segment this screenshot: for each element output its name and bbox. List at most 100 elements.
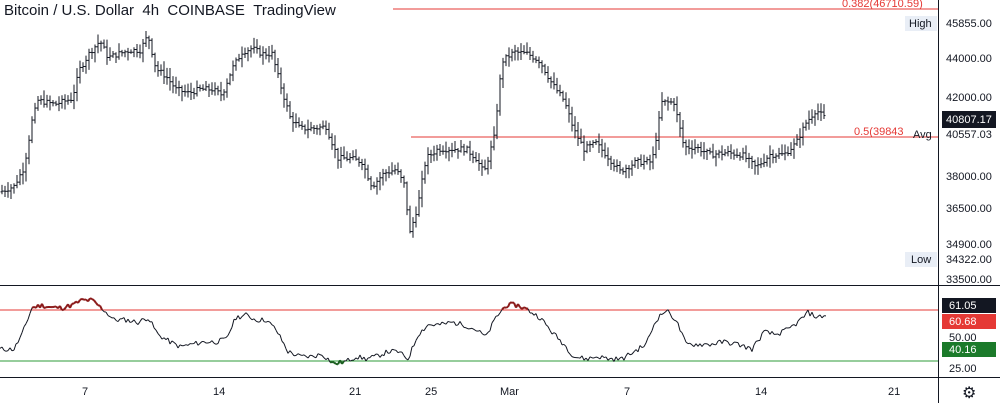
- rsi-segment: [559, 339, 563, 346]
- ohlc-bar: [18, 169, 22, 186]
- rsi-segment: [77, 299, 81, 304]
- pane-separator[interactable]: [0, 285, 1000, 286]
- ohlc-bar: [645, 156, 649, 165]
- rsi-segment: [139, 318, 143, 322]
- ohlc-bar: [708, 147, 712, 155]
- rsi-segment: [59, 305, 63, 311]
- rsi-segment: [69, 303, 73, 309]
- rsi-segment: [655, 320, 659, 323]
- ohlc-bar: [0, 184, 4, 195]
- rsi-segment: [269, 321, 273, 326]
- ohlc-bar: [168, 68, 172, 91]
- rsi-segment: [27, 313, 31, 320]
- ohlc-bar: [546, 66, 550, 83]
- ohlc-bar: [210, 82, 214, 95]
- ohlc-bar: [438, 144, 442, 156]
- rsi-segment: [739, 344, 743, 348]
- ohlc-bar: [381, 168, 385, 186]
- ohlc-bar: [300, 120, 304, 130]
- ohlc-bar: [465, 145, 469, 154]
- rsi-segment: [283, 343, 287, 350]
- rsi-segment: [595, 356, 599, 359]
- rsi-segment: [161, 337, 165, 340]
- rsi-segment: [357, 354, 361, 360]
- ohlc-bar: [48, 95, 52, 111]
- ohlc-bar: [189, 82, 193, 100]
- ohlc-bar: [228, 73, 232, 86]
- rsi-upper-value: 61.05: [949, 300, 977, 312]
- ohlc-bar: [333, 135, 337, 159]
- rsi-segment: [549, 330, 553, 335]
- rsi-segment: [171, 340, 175, 343]
- rsi-segment: [13, 343, 17, 351]
- rsi-tick-label: 50.00: [949, 332, 977, 344]
- ohlc-bar: [150, 38, 154, 58]
- ohlc-bar: [24, 152, 28, 182]
- ohlc-bar: [516, 47, 520, 61]
- rsi-segment: [601, 355, 605, 358]
- ohlc-bar: [93, 44, 97, 63]
- ohlc-bar: [672, 98, 676, 112]
- ohlc-bar: [810, 109, 814, 124]
- ohlc-bar: [360, 158, 364, 171]
- price-axis: 44000.00 42000.00 38000.00 36500.00 3490…: [946, 53, 992, 286]
- rsi-segment: [433, 323, 437, 327]
- rsi-tick-label: 25.00: [949, 363, 977, 375]
- rsi-segment: [395, 349, 399, 353]
- rsi-segment: [281, 340, 285, 344]
- ohlc-bar: [459, 139, 463, 153]
- ohlc-bar: [651, 146, 655, 170]
- rsi-segment: [815, 316, 819, 319]
- rsi-segment: [599, 355, 603, 360]
- rsi-segment: [295, 353, 299, 356]
- rsi-segment: [87, 297, 91, 302]
- ohlc-bar: [804, 119, 808, 131]
- ohlc-bar: [207, 83, 211, 97]
- ohlc-bar: [450, 142, 454, 158]
- ohlc-bar: [54, 100, 58, 107]
- rsi-segment: [621, 356, 625, 361]
- ohlc-bar: [132, 47, 136, 58]
- rsi-segment: [755, 340, 759, 342]
- ohlc-bar: [258, 45, 262, 58]
- rsi-segment: [745, 346, 749, 350]
- rsi-segment: [61, 308, 65, 312]
- ohlc-bar: [636, 157, 640, 169]
- rsi-segment: [317, 353, 321, 356]
- ohlc-bar: [567, 98, 571, 123]
- rsi-segment: [653, 321, 657, 325]
- rsi-segment: [589, 356, 593, 359]
- rsi-segment: [489, 322, 493, 331]
- ohlc-bar: [525, 42, 529, 55]
- rsi-segment: [627, 352, 631, 356]
- ohlc-bar: [591, 140, 595, 148]
- ohlc-bar: [519, 43, 523, 61]
- rsi-segment: [415, 336, 419, 341]
- ohlc-bar: [471, 150, 475, 164]
- ohlc-bar: [528, 47, 532, 61]
- ohlc-bar: [429, 149, 433, 164]
- rsi-series: [0, 297, 827, 366]
- ohlc-bar: [225, 78, 229, 98]
- ohlc-bar: [447, 146, 451, 162]
- rsi-segment: [145, 319, 149, 322]
- rsi-segment: [705, 343, 709, 345]
- ohlc-bar: [789, 142, 793, 156]
- rsi-segment: [101, 309, 105, 313]
- rsi-segment: [617, 357, 621, 361]
- ohlc-bar: [141, 38, 145, 63]
- rsi-segment: [603, 356, 607, 359]
- ohlc-bar: [720, 145, 724, 161]
- rsi-segment: [287, 350, 291, 354]
- ohlc-bar: [102, 39, 106, 49]
- settings-gear-icon[interactable]: ⚙: [962, 385, 977, 402]
- rsi-segment: [207, 341, 211, 344]
- ohlc-bar: [816, 103, 820, 121]
- rsi-segment: [323, 357, 327, 360]
- ohlc-bar: [324, 120, 328, 135]
- ohlc-bar: [195, 80, 199, 97]
- avg-value: 40557.03: [946, 129, 992, 141]
- ohlc-bar: [204, 80, 208, 91]
- ohlc-bar: [219, 81, 223, 102]
